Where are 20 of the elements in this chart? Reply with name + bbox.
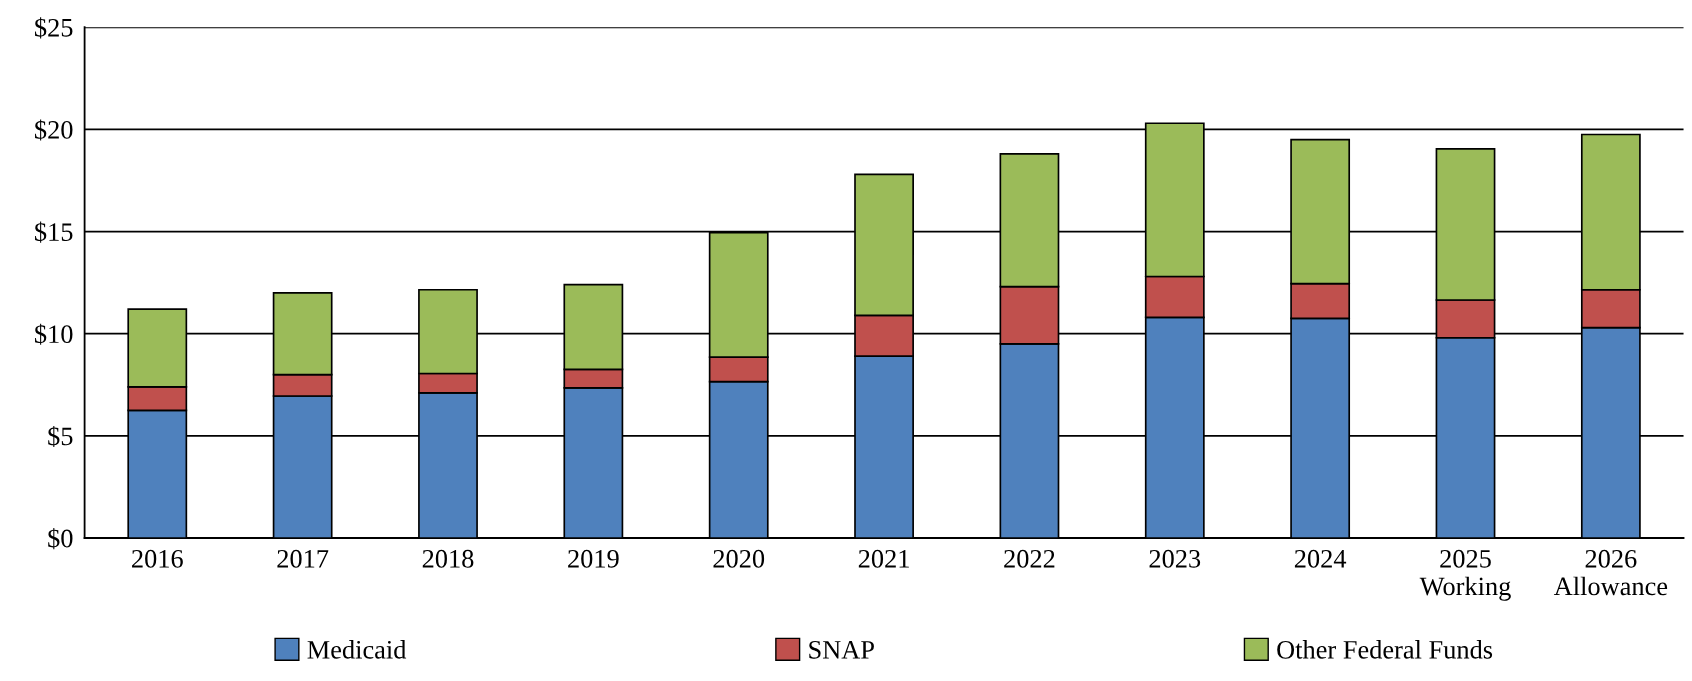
x-tick-label: 2025 Working (1419, 549, 1511, 601)
x-tick-label: 2026 Allowance (1553, 549, 1668, 596)
x-tick-label: 2019 (568, 549, 619, 568)
x-tick-label: 2018 (422, 549, 474, 568)
legend-label: SNAP (809, 640, 874, 659)
x-tick-label: 2017 (277, 549, 329, 568)
y-tick-label: $25 (35, 17, 73, 39)
y-tick-label: $10 (35, 323, 73, 345)
legend-label: Medicaid (307, 640, 407, 659)
x-tick-label: 2020 (713, 549, 765, 568)
legend-label: Other Federal Funds (1277, 640, 1493, 659)
y-tick-label: $5 (48, 425, 73, 448)
x-tick-label: 2023 (1149, 549, 1201, 568)
x-tick-label: 2024 (1294, 549, 1347, 568)
x-tick-label: 2016 (132, 549, 183, 568)
y-tick-label: $0 (48, 528, 73, 550)
y-tick-label: $20 (35, 119, 73, 141)
x-tick-label: 2022 (1004, 549, 1055, 568)
x-tick-label: 2021 (858, 549, 909, 568)
y-tick-label: $15 (35, 221, 73, 243)
